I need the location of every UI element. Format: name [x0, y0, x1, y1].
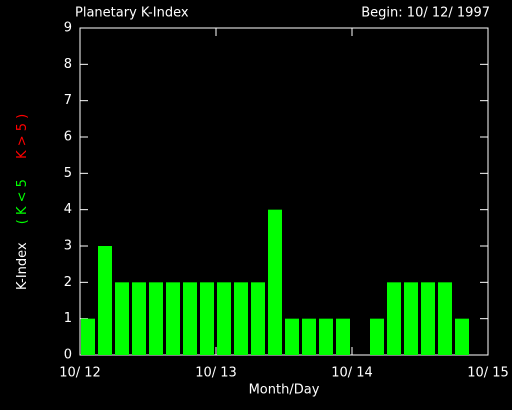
bar: [81, 318, 95, 355]
y-label-main: K-Index: [15, 242, 30, 290]
y-tick-label: 1: [64, 311, 72, 326]
bar: [217, 282, 231, 355]
y-tick-label: 7: [64, 93, 72, 108]
bar: [302, 318, 316, 355]
bar: [251, 282, 265, 355]
bar: [183, 282, 197, 355]
plot-frame: [79, 27, 489, 356]
x-tick-label: 10/ 14: [331, 366, 373, 381]
y-tick-label: 6: [64, 130, 72, 145]
bar: [455, 318, 469, 355]
chart-subtitle: Begin: 10/ 12/ 1997: [361, 6, 490, 21]
bar: [268, 209, 282, 355]
y-label-high: K > 5 ): [15, 114, 30, 159]
chart-title: Planetary K-Index: [75, 6, 189, 21]
bar: [438, 282, 452, 355]
bar: [421, 282, 435, 355]
y-tick-label: 3: [64, 239, 72, 254]
y-tick-label: 2: [64, 275, 72, 290]
bar: [370, 318, 384, 355]
x-tick-label: 10/ 13: [195, 366, 237, 381]
y-tick-label: 9: [64, 21, 72, 36]
bar: [234, 282, 248, 355]
bar: [132, 282, 146, 355]
y-tick-label: 8: [64, 57, 72, 72]
bar: [319, 318, 333, 355]
bar: [404, 282, 418, 355]
y-axis-label: K-Index ( K < 5 K > 5 ): [15, 114, 30, 290]
x-tick-label: 10/ 12: [59, 366, 101, 381]
x-axis-label: Month/Day: [249, 383, 320, 398]
bar: [387, 282, 401, 355]
bar: [285, 318, 299, 355]
bar: [115, 282, 129, 355]
y-tick-label: 0: [64, 348, 72, 363]
bar: [98, 246, 112, 355]
x-tick-label: 10/ 15: [467, 366, 509, 381]
y-tick-label: 5: [64, 166, 72, 181]
bar: [166, 282, 180, 355]
bar: [200, 282, 214, 355]
y-label-low: ( K < 5: [15, 179, 30, 224]
y-tick-label: 4: [64, 202, 72, 217]
bar: [336, 318, 350, 355]
bar: [149, 282, 163, 355]
